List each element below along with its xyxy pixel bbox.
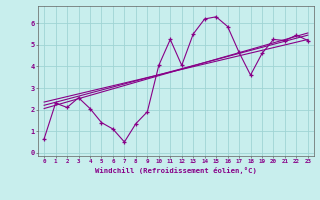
X-axis label: Windchill (Refroidissement éolien,°C): Windchill (Refroidissement éolien,°C) bbox=[95, 167, 257, 174]
